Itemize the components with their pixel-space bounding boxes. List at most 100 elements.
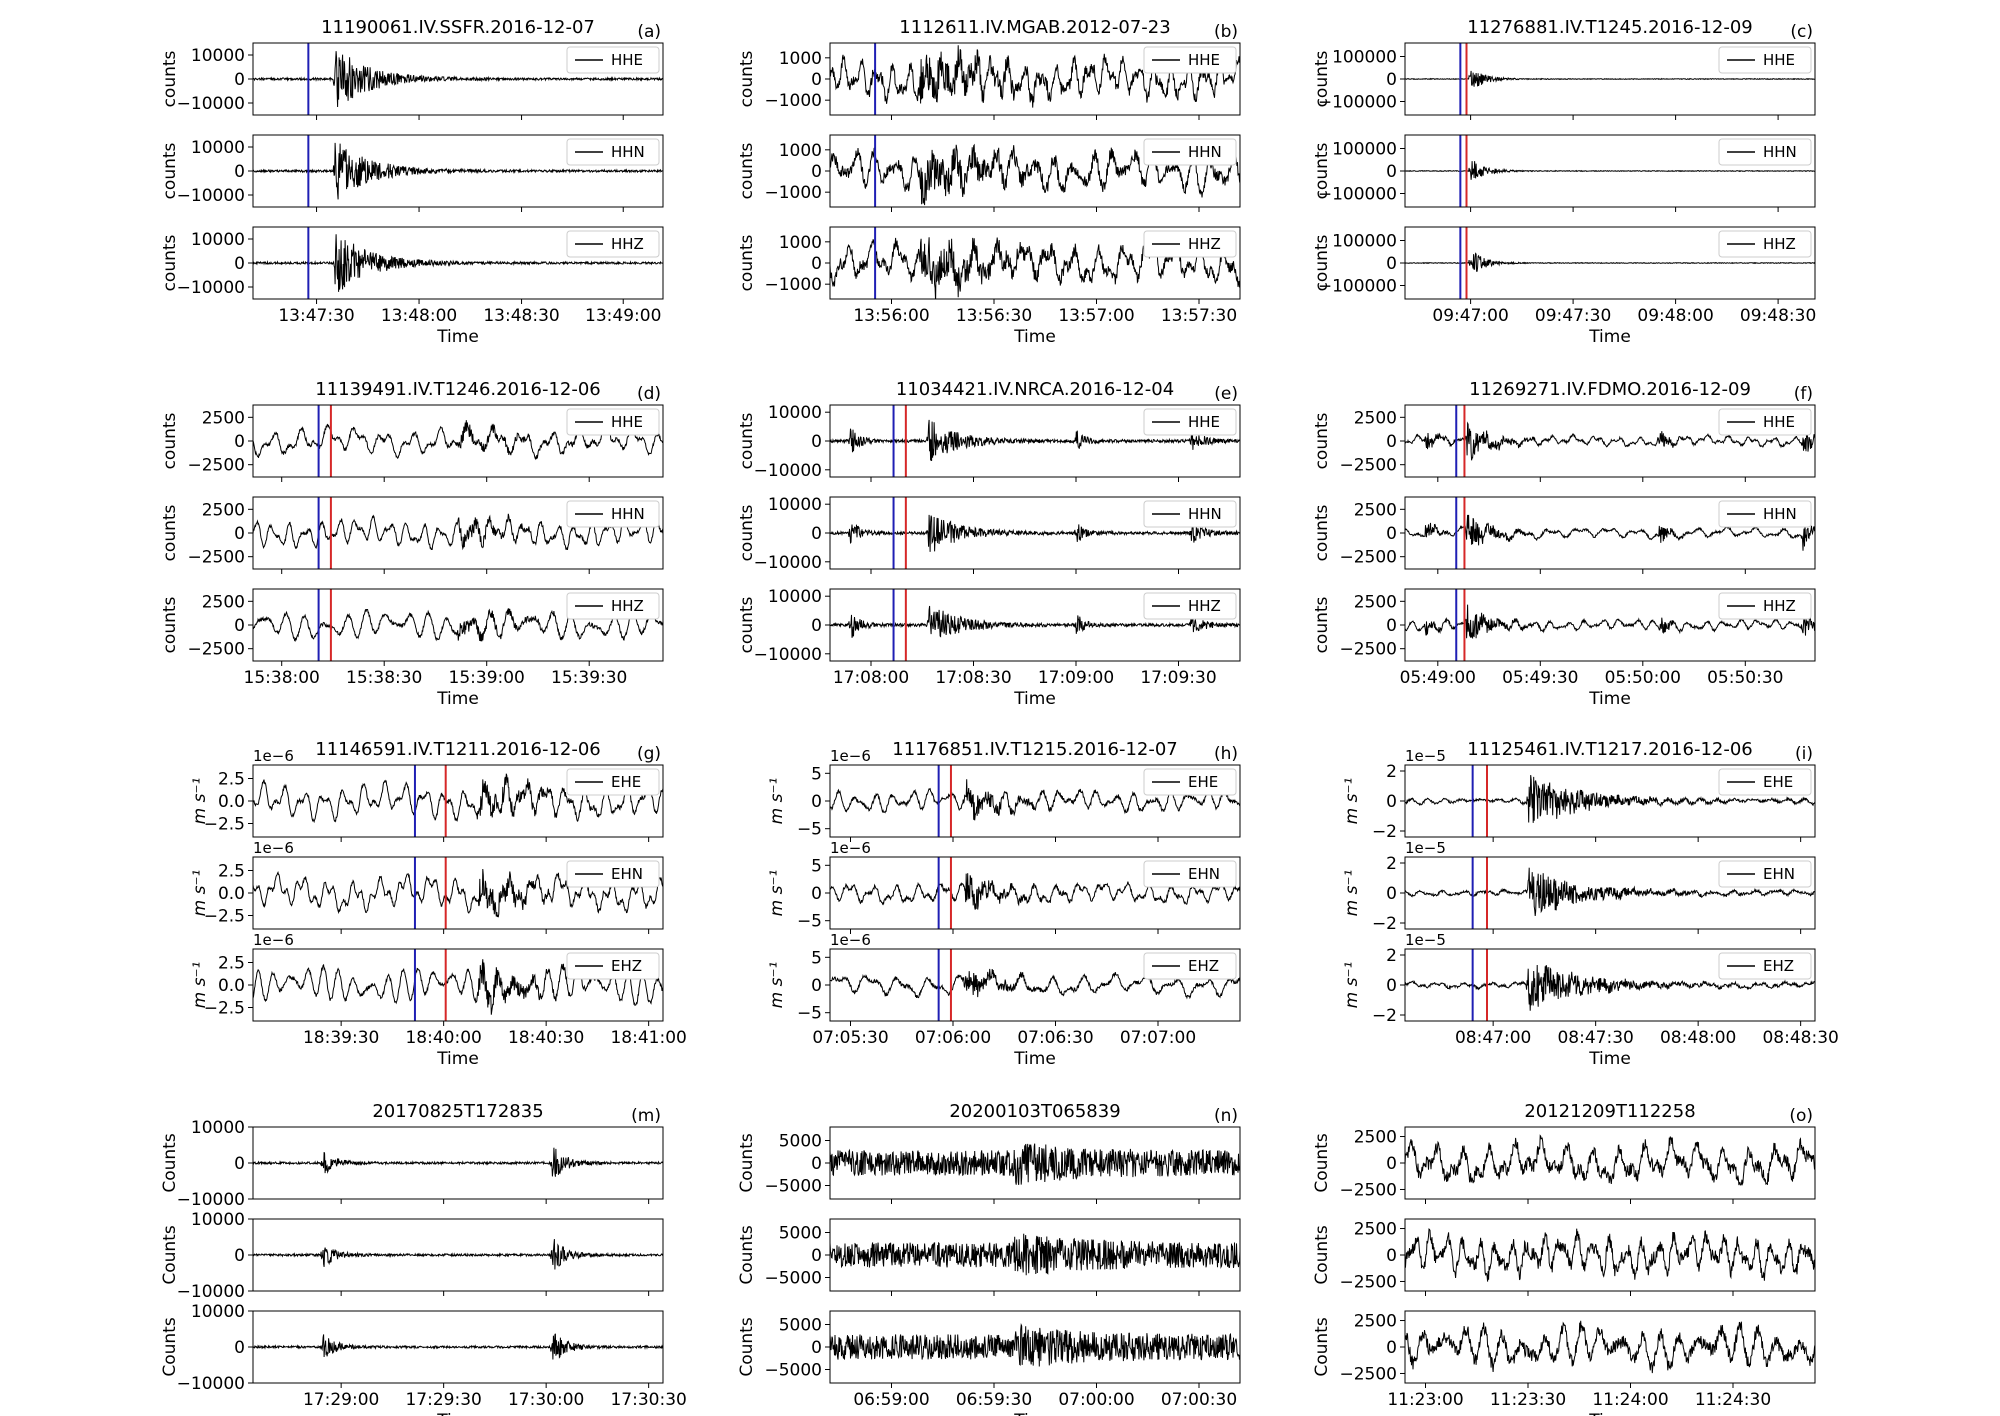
waveform-trace — [830, 514, 1240, 552]
y-tick-label: 0 — [1386, 70, 1397, 90]
waveform-trace — [1405, 70, 1815, 87]
legend: EHE — [566, 768, 660, 796]
waveform-trace — [253, 234, 663, 292]
y-tick-label: 0 — [1386, 976, 1397, 996]
waveform-trace — [253, 51, 663, 108]
y-tick-label: 0 — [811, 1338, 822, 1358]
legend: EHZ — [1718, 952, 1812, 980]
axis-3: 2500 0 −2500 counts HHZ 15:38:00 15:38:30 15:39… — [160, 588, 664, 709]
axis-2: 5 0 −5 1e−6 m s⁻¹ EHN — [767, 839, 1241, 934]
legend: HHN — [566, 138, 660, 166]
x-tick-label: 17:09:00 — [1038, 668, 1114, 688]
x-tick-label: 07:07:00 — [1120, 1028, 1196, 1048]
x-tick-label: 13:48:30 — [483, 306, 559, 326]
y-tick-label: 0 — [811, 254, 822, 274]
y-tick-label: 1000 — [779, 49, 822, 69]
waveform-trace — [1405, 161, 1815, 180]
x-axis-label: Time — [1013, 1049, 1056, 1069]
panel-letter: (n) — [1214, 1106, 1238, 1126]
axis-2: 2 0 −2 1e−5 m s⁻¹ EHN — [1342, 839, 1816, 934]
waveform-trace — [830, 1233, 1240, 1276]
y-tick-label: −2.5 — [204, 999, 245, 1019]
panel-m: 20170825T172835 (m)100000−10000Counts1000… — [160, 1101, 687, 1416]
y-tick-label: 1000 — [779, 233, 822, 253]
y-tick-label: 0 — [1386, 616, 1397, 636]
legend-label: HHZ — [1188, 235, 1221, 253]
x-tick-label: 17:09:30 — [1140, 668, 1216, 688]
panel-letter: (o) — [1789, 1106, 1813, 1126]
y-tick-label: 2.5 — [218, 770, 245, 790]
y-tick-label: −10000 — [177, 1374, 245, 1394]
y-tick-label: −10000 — [177, 94, 245, 114]
y-tick-label: 10000 — [768, 495, 822, 515]
y-tick-label: −1000 — [764, 91, 822, 111]
y-tick-label: 0 — [234, 1246, 245, 1266]
y-axis-label: m s⁻¹ — [1342, 962, 1362, 1009]
legend: EHE — [1718, 768, 1812, 796]
y-tick-label: 0 — [234, 254, 245, 274]
legend: HHZ — [1143, 230, 1237, 258]
y-tick-label: −2500 — [1339, 1364, 1397, 1384]
legend: HHZ — [1143, 592, 1237, 620]
y-tick-label: 0.0 — [218, 884, 245, 904]
panel-letter: (g) — [637, 744, 661, 764]
panel-c: 11276881.IV.T1245.2016-12-09 (c)1000000−1… — [1312, 17, 1816, 347]
waveform-trace — [830, 1323, 1240, 1367]
y-tick-label: 5000 — [779, 1316, 822, 1336]
panel-d: 11139491.IV.T1246.2016-12-06 (d) 2500 0 −250… — [160, 379, 664, 709]
axis-3: 2500 0 −2500 counts HHZ 05:49:00 05:49:30 05:50… — [1312, 588, 1816, 709]
y-tick-label: 0 — [234, 524, 245, 544]
x-tick-label: 13:57:30 — [1161, 306, 1237, 326]
x-tick-label: 17:30:00 — [508, 1390, 584, 1410]
axis-3: 2.50.0 −2.5 1e−6 m s⁻¹ EHZ 18:39:30 18:40:00 18… — [190, 931, 687, 1069]
panel-title: 11269271.IV.FDMO.2016-12-09 — [1469, 379, 1751, 400]
y-exponent: 1e−5 — [1405, 839, 1446, 857]
legend-box — [1718, 230, 1812, 258]
panel-title: 11176851.IV.T1215.2016-12-07 — [892, 739, 1178, 760]
x-tick-label: 07:06:00 — [915, 1028, 991, 1048]
legend: HHN — [1718, 500, 1812, 528]
legend-label: HHN — [611, 143, 645, 161]
waveform-trace — [253, 513, 663, 551]
legend-box — [1718, 860, 1812, 888]
waveform-trace — [1405, 252, 1815, 272]
legend-label: HHE — [611, 51, 643, 69]
panel-title: 20121209T112258 — [1524, 1101, 1695, 1122]
y-axis-label: m s⁻¹ — [190, 962, 210, 1009]
y-tick-label: 0 — [234, 432, 245, 452]
y-axis-label: counts — [160, 504, 180, 561]
x-tick-label: 18:41:00 — [610, 1028, 686, 1048]
legend-label: HHZ — [611, 597, 644, 615]
legend: EHN — [1718, 860, 1812, 888]
x-tick-label: 07:00:00 — [1058, 1390, 1134, 1410]
waveform-trace — [253, 1147, 663, 1177]
waveform-trace — [1405, 1228, 1815, 1282]
legend-box — [566, 860, 660, 888]
legend-label: HHN — [1763, 505, 1797, 523]
y-tick-label: 2500 — [202, 500, 245, 520]
x-tick-label: 05:50:30 — [1707, 668, 1783, 688]
y-tick-label: −1000 — [764, 275, 822, 295]
waveform-trace — [253, 420, 663, 461]
y-tick-label: 0 — [1386, 254, 1397, 274]
y-axis-label: m s⁻¹ — [767, 778, 787, 825]
panel-i: 11125461.IV.T1217.2016-12-06 (i) 2 0 −2 1e−5 m… — [1342, 739, 1839, 1069]
legend: HHN — [1143, 500, 1237, 528]
legend-box — [1143, 500, 1237, 528]
x-axis-label: Time — [436, 1411, 479, 1416]
legend-box — [566, 230, 660, 258]
y-tick-label: 0 — [811, 524, 822, 544]
x-tick-label: 08:47:00 — [1455, 1028, 1531, 1048]
axis-2: 10000−1000 counts HHN — [737, 134, 1241, 212]
y-axis-label: counts — [160, 412, 180, 469]
y-tick-label: 0 — [811, 1246, 822, 1266]
legend-label: HHE — [1763, 51, 1795, 69]
waveform-trace — [830, 1143, 1240, 1185]
x-tick-label: 13:47:30 — [278, 306, 354, 326]
